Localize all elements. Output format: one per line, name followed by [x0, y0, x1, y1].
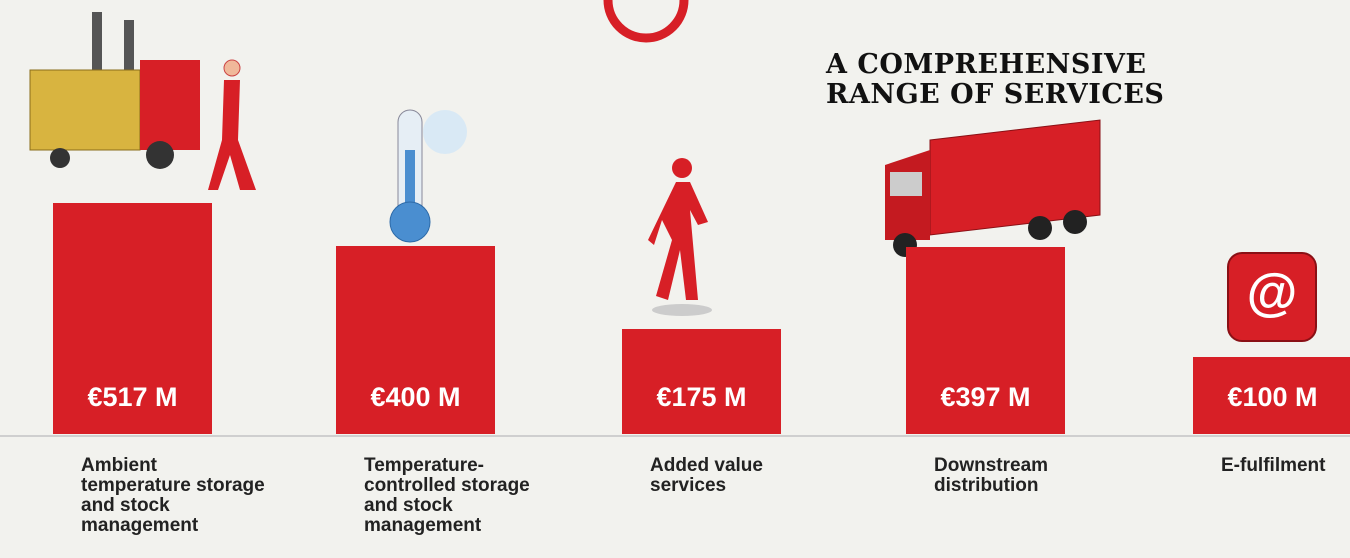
- category-label: Temperature-controlled storage and stock…: [364, 456, 554, 536]
- email-icon: @: [1228, 253, 1316, 341]
- category-label: E-fulfilment: [1221, 456, 1350, 476]
- logo-arc: [608, 0, 684, 38]
- value-label: €397 M: [906, 382, 1065, 412]
- value-label: €517 M: [53, 382, 212, 412]
- chart-title: A COMPREHENSIVE RANGE OF SERVICES: [826, 50, 1186, 110]
- page: @ A COMPREHENSIVE RANGE OF SERVICES €517…: [0, 0, 1350, 558]
- walking-man-icon: [648, 158, 712, 316]
- truck-icon: [885, 120, 1100, 257]
- value-label: €100 M: [1193, 382, 1350, 412]
- baseline: [0, 435, 1350, 437]
- value-label: €175 M: [622, 382, 781, 412]
- category-label: Downstream distribution: [934, 456, 1124, 496]
- chart: @ A COMPREHENSIVE RANGE OF SERVICES €517…: [0, 0, 1350, 558]
- thermometer-icon: [390, 110, 467, 242]
- value-label: €400 M: [336, 382, 495, 412]
- category-label: Added value services: [650, 456, 840, 496]
- svg-text:@: @: [1247, 264, 1298, 322]
- forklift-icon: [30, 12, 256, 190]
- category-label: Ambient temperature storage and stock ma…: [81, 456, 271, 536]
